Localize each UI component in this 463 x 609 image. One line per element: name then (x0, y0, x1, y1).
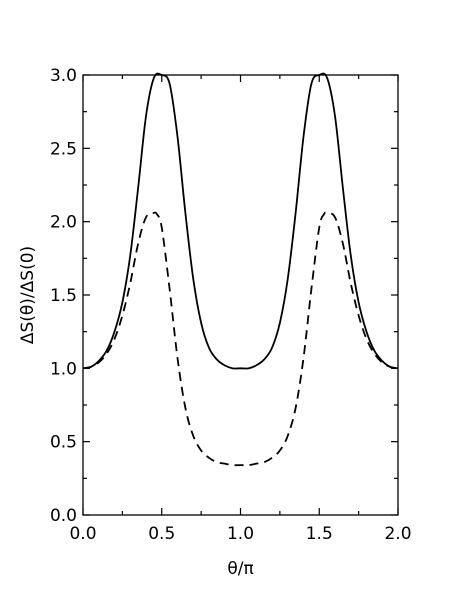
y-tick-label: 0.5 (50, 433, 77, 453)
x-tick-label: 0.5 (148, 524, 175, 544)
y-tick-label: 1.5 (50, 286, 77, 306)
y-tick-label: 3.0 (50, 66, 77, 86)
x-tick-label: 0.0 (69, 524, 96, 544)
dashed-curve (82, 211, 399, 467)
solid-curve (82, 72, 399, 370)
ticks (82, 74, 399, 516)
tick-labels: 0.0 0.5 1.0 1.5 2.0 0.0 0.5 1.0 1.5 2.0 2.5 3.0 (50, 66, 412, 544)
x-tick-label: 1.0 (227, 524, 254, 544)
y-tick-label: 1.0 (50, 359, 77, 379)
y-tick-label: 2.5 (50, 139, 77, 159)
series-layer (82, 72, 399, 467)
x-tick-label: 1.5 (306, 524, 333, 544)
x-tick-label: 2.0 (384, 524, 411, 544)
y-tick-label: 2.0 (50, 213, 77, 233)
x-axis-label: θ/π (227, 559, 253, 579)
y-tick-label: 0.0 (50, 506, 77, 526)
y-axis-label: ΔS(θ)/ΔS(0) (18, 246, 38, 344)
plot-frame (82, 74, 399, 516)
